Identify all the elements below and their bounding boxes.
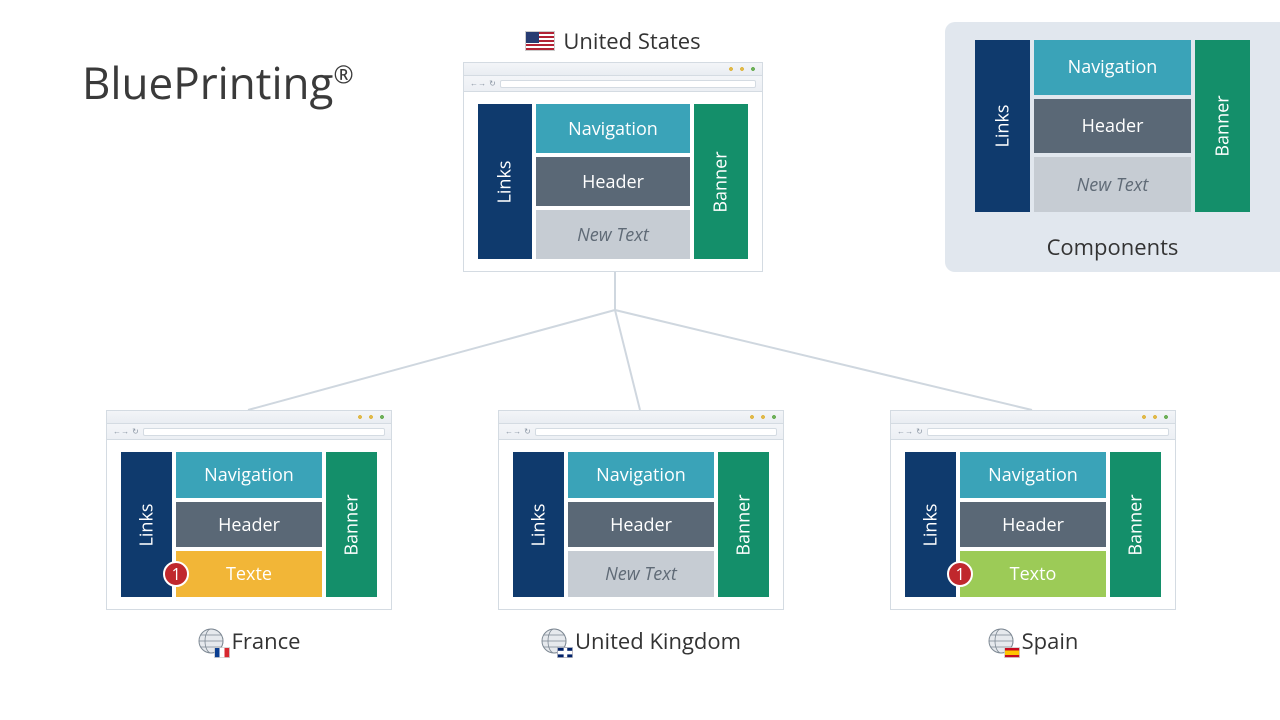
block-banner: Banner: [1195, 40, 1250, 212]
node-france: ← →↻LinksNavigationHeader1TexteBannerFra…: [106, 410, 392, 656]
node-root-label: United States: [525, 26, 700, 56]
node-uk-text: United Kingdom: [575, 626, 741, 656]
block-banner: Banner: [1110, 452, 1161, 597]
nav-arrows-icon: ← →: [113, 426, 128, 437]
window-body: LinksNavigationHeaderNew TextBanner: [464, 92, 762, 271]
window-urlbar: ← → ↻: [891, 424, 1175, 440]
nav-arrows-icon: ← →: [470, 78, 485, 89]
block-text: 1Texte: [176, 551, 322, 597]
node-spain-text: Spain: [1022, 626, 1079, 656]
block-links: Links: [975, 40, 1030, 212]
nav-arrows-icon: ← →: [505, 426, 520, 437]
block-header: Header: [536, 157, 690, 206]
refresh-icon: ↻: [489, 78, 496, 89]
browser-window-spain: ← →↻LinksNavigationHeader1TextoBanner: [890, 410, 1176, 610]
refresh-icon: ↻: [524, 426, 531, 437]
url-field: [143, 428, 385, 436]
flag-es-icon: [1004, 647, 1020, 658]
block-header: Header: [176, 502, 322, 548]
block-header: Header: [960, 502, 1106, 548]
globe-icon: [198, 628, 224, 654]
window-body: LinksNavigationHeader1TextoBanner: [891, 440, 1175, 609]
block-navigation: Navigation: [536, 104, 690, 153]
browser-window-france: ← →↻LinksNavigationHeader1TexteBanner: [106, 410, 392, 610]
flag-us-icon: [525, 31, 555, 51]
flag-fr-icon: [214, 647, 230, 658]
page-title: BluePrinting®: [82, 52, 354, 112]
refresh-icon: ↻: [916, 426, 923, 437]
block-header: Header: [568, 502, 714, 548]
title-text: BluePrinting: [82, 52, 333, 112]
block-links: Links: [513, 452, 564, 597]
block-navigation: Navigation: [960, 452, 1106, 498]
block-text: New Text: [568, 551, 714, 597]
url-field: [535, 428, 777, 436]
globe-icon: [988, 628, 1014, 654]
change-badge: 1: [947, 561, 973, 587]
node-france-label: France: [198, 626, 301, 656]
block-links: Links: [478, 104, 532, 259]
block-navigation: Navigation: [568, 452, 714, 498]
node-root-text: United States: [563, 26, 700, 56]
window-urlbar: ← → ↻: [464, 76, 762, 92]
refresh-icon: ↻: [132, 426, 139, 437]
node-root: United States ← → ↻ LinksNavigationHeade…: [463, 26, 763, 272]
components-label: Components: [1047, 232, 1179, 262]
block-navigation: Navigation: [1034, 40, 1191, 95]
block-navigation: Navigation: [176, 452, 322, 498]
flag-uk-icon: [557, 647, 573, 658]
node-uk-label: United Kingdom: [541, 626, 741, 656]
window-urlbar: ← → ↻: [499, 424, 783, 440]
block-banner: Banner: [326, 452, 377, 597]
node-uk: ← → ↻ LinksNavigationHeaderNew TextBanner U…: [498, 410, 784, 656]
window-body: LinksNavigationHeaderNew TextBanner: [499, 440, 783, 609]
browser-window-root: ← → ↻ LinksNavigationHeaderNew TextBanne…: [463, 62, 763, 272]
globe-icon: [541, 628, 567, 654]
block-banner: Banner: [718, 452, 769, 597]
node-spain: ← →↻LinksNavigationHeader1TextoBannerSpa…: [890, 410, 1176, 656]
block-banner: Banner: [694, 104, 748, 259]
browser-window-uk: ← → ↻ LinksNavigationHeaderNew TextBanner: [498, 410, 784, 610]
window-titlebar: [499, 411, 783, 424]
node-spain-label: Spain: [988, 626, 1079, 656]
change-badge: 1: [163, 561, 189, 587]
url-field: [927, 428, 1169, 436]
window-body: LinksNavigationHeader1TexteBanner: [107, 440, 391, 609]
components-panel: LinksNavigationHeaderNew TextBanner Comp…: [945, 22, 1280, 272]
window-titlebar: [891, 411, 1175, 424]
block-text: New Text: [1034, 157, 1191, 212]
block-text: New Text: [536, 210, 690, 259]
node-france-text: France: [232, 626, 301, 656]
window-titlebar: [107, 411, 391, 424]
window-titlebar: [464, 63, 762, 76]
block-header: Header: [1034, 99, 1191, 154]
nav-arrows-icon: ← →: [897, 426, 912, 437]
title-suffix: ®: [333, 58, 353, 91]
window-urlbar: ← → ↻: [107, 424, 391, 440]
block-text: 1Texto: [960, 551, 1106, 597]
url-field: [500, 80, 756, 88]
